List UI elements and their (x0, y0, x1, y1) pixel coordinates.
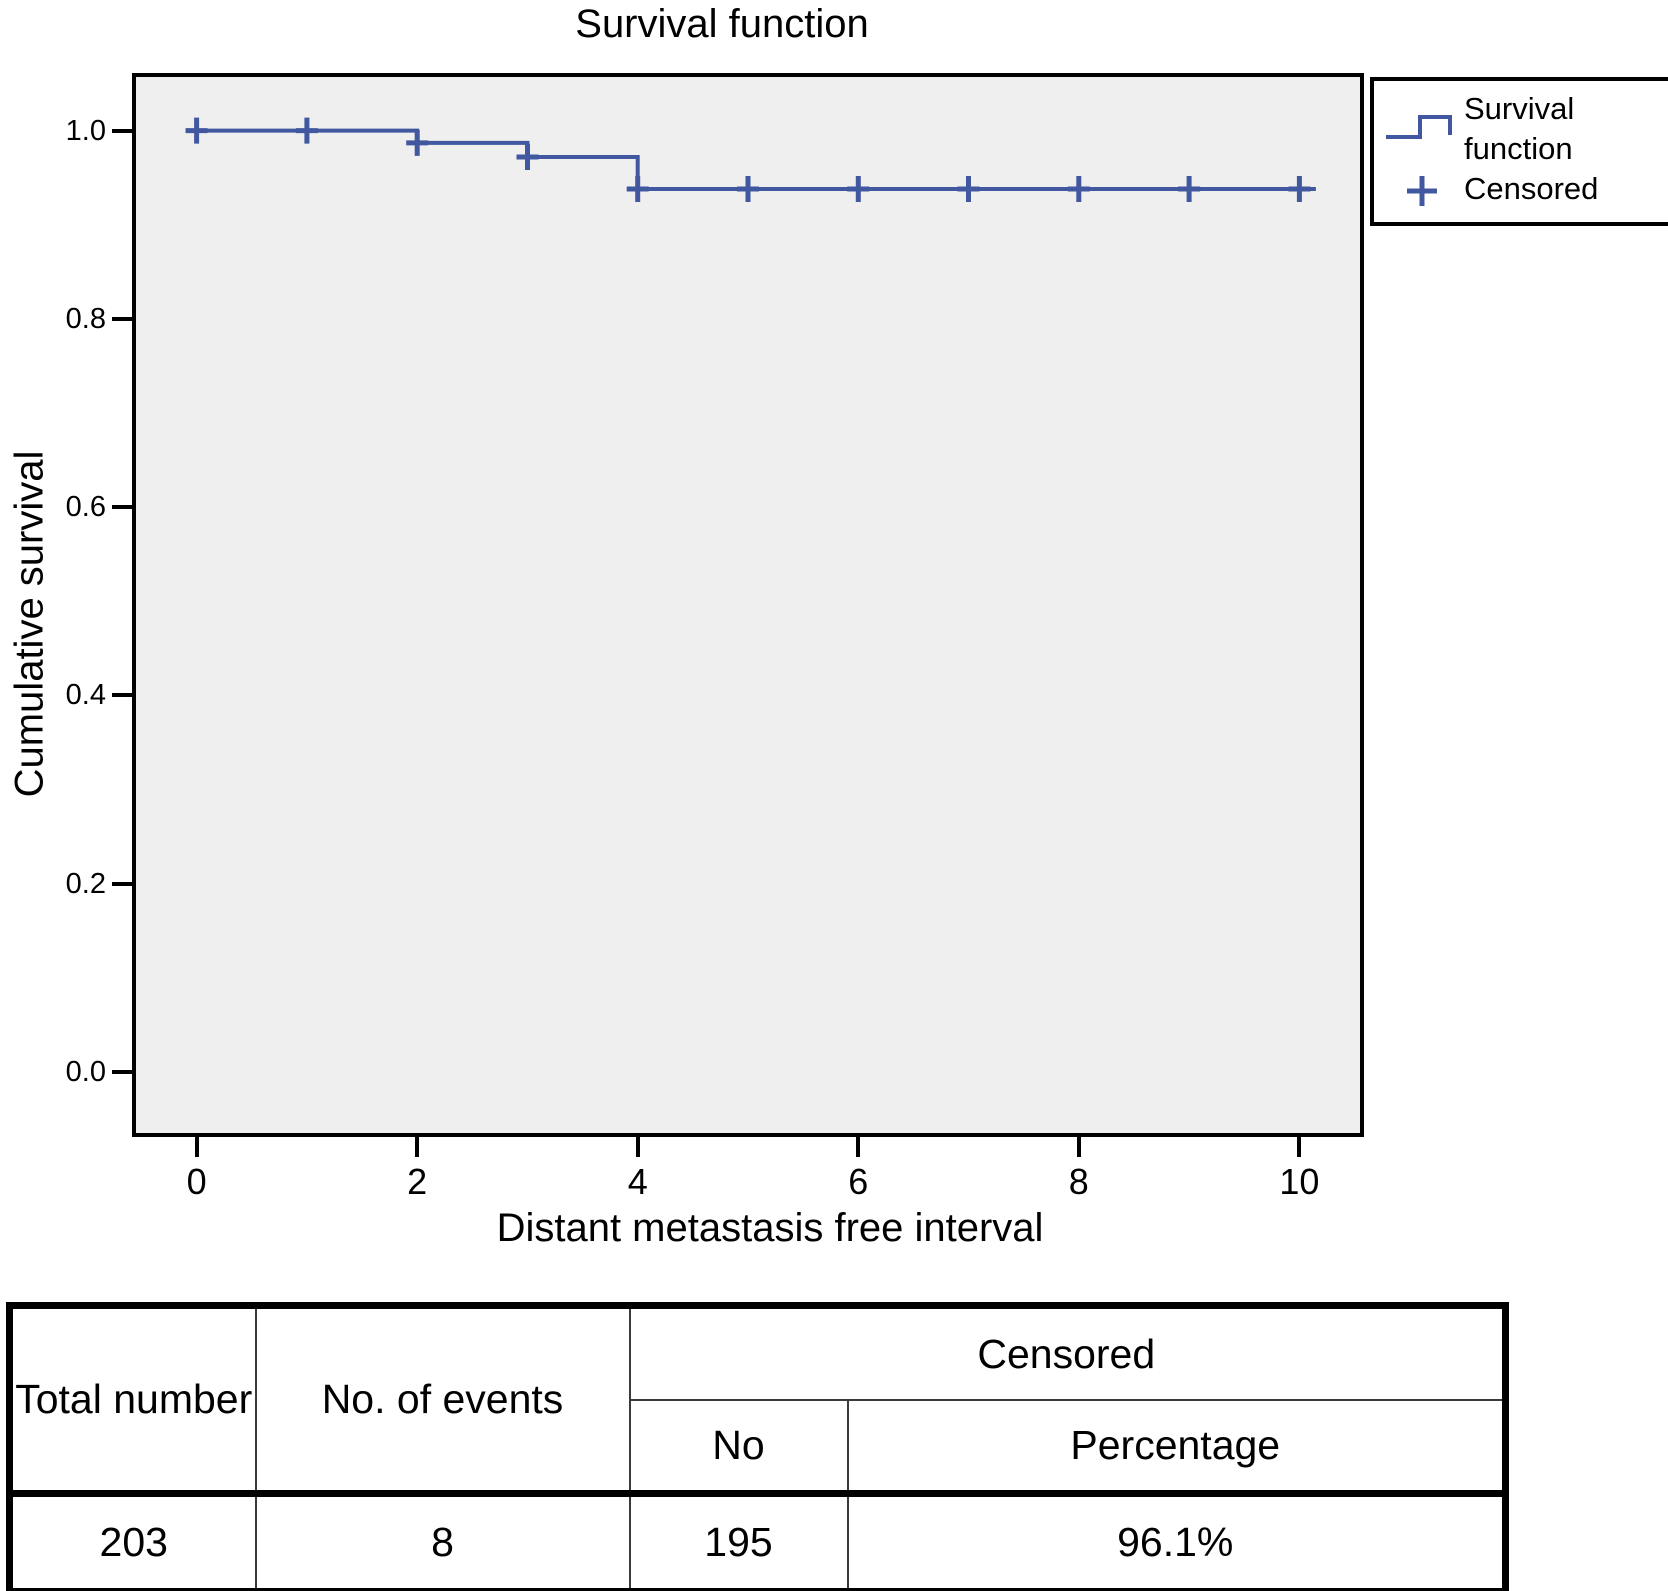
y-tick-mark (112, 881, 132, 886)
x-axis-title: Distant metastasis free interval (496, 1206, 1044, 1250)
value-censored-percentage: 96.1% (846, 1490, 1507, 1591)
table-data-row: 203 8 195 96.1% (8, 1490, 1507, 1591)
x-tick-label: 8 (1068, 1161, 1089, 1202)
header-no-of-events: No. of events (254, 1304, 631, 1495)
x-tick-mark (1297, 1137, 1302, 1157)
censor-marker (847, 176, 870, 202)
x-tick-label: 10 (1279, 1161, 1320, 1202)
chart-title: Survival function (575, 2, 869, 46)
legend-item-censored: Censored (1380, 169, 1668, 209)
censor-marker (185, 117, 208, 144)
header-censored-no: No (628, 1399, 849, 1495)
x-tick-mark (856, 1137, 861, 1157)
x-tick-mark (635, 1137, 640, 1157)
y-tick-label: 0.6 (65, 491, 106, 524)
y-tick-label: 0.2 (65, 867, 106, 900)
x-tick-label: 6 (848, 1161, 869, 1202)
y-tick-label: 0.8 (65, 302, 106, 335)
censor-marker (516, 144, 539, 170)
header-total-number: Total number (8, 1304, 257, 1495)
x-tick-label: 4 (627, 1161, 648, 1202)
legend: Survival function Censored (1370, 77, 1668, 226)
y-tick-label: 1.0 (65, 114, 106, 147)
table-header-row-2: No Percentage (10, 1399, 1507, 1495)
x-tick-mark (194, 1137, 199, 1157)
y-tick-label: 0.0 (65, 1055, 106, 1088)
value-no-of-events: 8 (254, 1490, 631, 1591)
censor-marker (737, 176, 759, 202)
censor-marker (626, 176, 649, 202)
value-censored-no: 195 (628, 1490, 849, 1591)
censor-marker (406, 129, 429, 156)
x-tick-label: 2 (407, 1161, 428, 1202)
y-tick-mark (112, 1069, 132, 1074)
step-line-icon (1380, 109, 1464, 169)
y-tick-mark (112, 316, 132, 321)
legend-label-survival: Survival function (1464, 91, 1575, 166)
summary-table: Total number No. of events Censored No P… (6, 1302, 1509, 1591)
y-tick-mark (112, 128, 132, 133)
censor-marker (1067, 176, 1090, 202)
y-tick-label: 0.4 (65, 679, 106, 712)
censor-marker (1288, 176, 1311, 202)
plot-area (132, 73, 1364, 1137)
y-tick-mark (112, 505, 132, 510)
censor-marker (957, 176, 980, 202)
table-header-row-1: Total number No. of events Censored (8, 1304, 1507, 1495)
censor-marker (295, 117, 318, 144)
survival-curve-canvas (185, 117, 1316, 202)
plus-marker-icon (1380, 173, 1464, 209)
x-tick-mark (1076, 1137, 1081, 1157)
legend-item-survival: Survival function (1380, 89, 1668, 169)
header-censored: Censored (628, 1304, 1507, 1401)
survival-step-line (185, 128, 1316, 191)
header-censored-percentage: Percentage (846, 1399, 1507, 1495)
legend-label-censored: Censored (1464, 171, 1599, 206)
value-total-number: 203 (8, 1490, 257, 1591)
y-tick-mark (112, 693, 132, 698)
x-tick-mark (415, 1137, 420, 1157)
x-tick-label: 0 (186, 1161, 207, 1202)
censor-marker (1178, 176, 1201, 202)
